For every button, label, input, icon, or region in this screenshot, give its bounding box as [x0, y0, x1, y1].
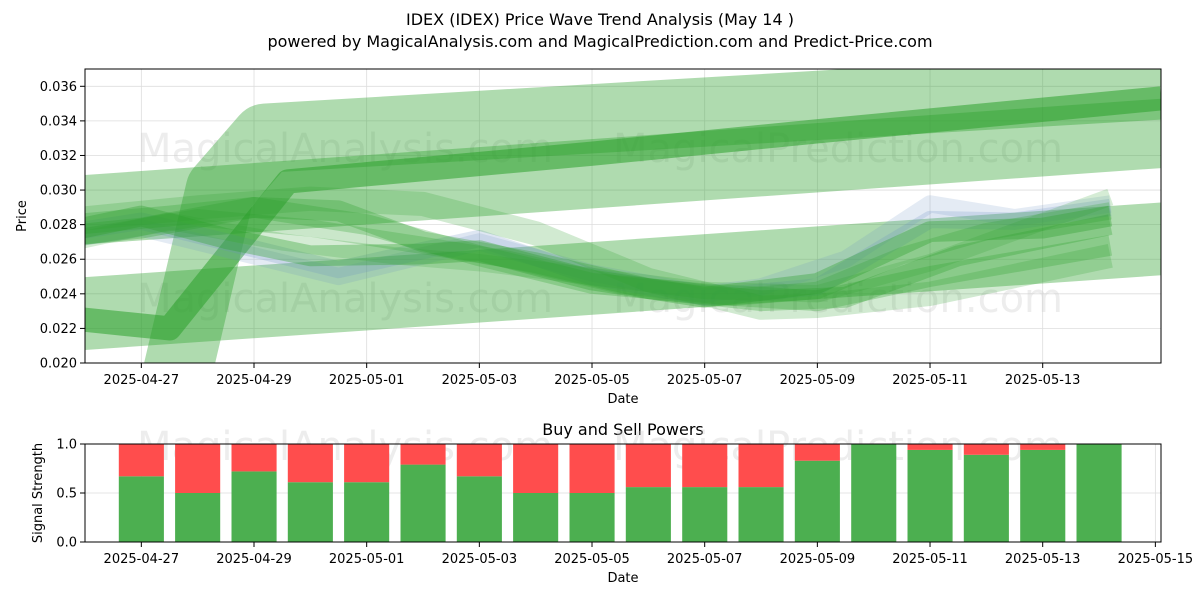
price-band-wave-green-3: [85, 197, 1113, 312]
sell-bar: [175, 444, 221, 493]
sell-bar: [513, 444, 559, 493]
buy-bar: [682, 487, 728, 542]
buy-bar: [569, 493, 615, 542]
price-x-tick-label: 2025-05-05: [554, 373, 630, 388]
price-x-tick-label: 2025-05-13: [1005, 373, 1081, 388]
price-band-wave-blue-2: [85, 195, 1112, 303]
sell-bar: [400, 444, 446, 465]
signal-x-tick-label: 2025-05-11: [892, 552, 968, 567]
price-x-tick-label: 2025-05-03: [442, 373, 518, 388]
signal-y-tick-label: 0.5: [56, 487, 77, 502]
sell-bar: [738, 444, 784, 488]
price-band-wave-green-1: [85, 205, 1113, 308]
buy-bar: [1076, 444, 1122, 542]
price-y-tick-label: 0.022: [40, 322, 77, 337]
buy-bar: [851, 444, 897, 542]
price-band-wide-lower-channel: [85, 202, 1161, 350]
sell-bar: [569, 444, 615, 493]
signal-x-ticks: 2025-04-27 2025-04-29 2025-05-01 2025-05-03…: [104, 542, 1194, 567]
price-x-tick-label: 2025-05-09: [780, 373, 856, 388]
signal-x-tick-label: 2025-05-01: [329, 552, 405, 567]
sell-bar: [118, 444, 164, 477]
price-band-wave-green-2: [85, 197, 1113, 312]
buy-bar: [1020, 449, 1066, 542]
signal-x-tick-label: 2025-05-13: [1005, 552, 1081, 567]
price-y-ticks: 0.020 0.022 0.024 0.026 0.028 0.030 0.032 0.034…: [40, 80, 85, 372]
signal-x-tick-label: 2025-05-03: [442, 552, 518, 567]
price-x-tick-label: 2025-05-07: [667, 373, 743, 388]
buy-bar: [625, 487, 671, 542]
signal-y-ticks: 0.0 0.5 1.0: [56, 438, 85, 551]
price-band-wave-green-5: [85, 202, 1112, 306]
sell-bar: [1020, 444, 1066, 450]
price-y-tick-label: 0.034: [40, 114, 77, 129]
buy-bar: [231, 471, 277, 542]
sell-bar: [287, 444, 333, 483]
signal-y-tick-label: 1.0: [56, 438, 77, 453]
price-band-wave-blue-1: [85, 198, 1112, 306]
sell-bar: [963, 444, 1009, 455]
price-y-tick-label: 0.020: [40, 357, 77, 372]
signal-bars-layer: [118, 444, 1122, 542]
buy-bar: [794, 460, 840, 542]
price-band-step-channel: [85, 86, 1161, 341]
signal-x-tick-label: 2025-04-29: [216, 552, 292, 567]
sell-bar: [456, 444, 502, 477]
buy-bar: [907, 449, 953, 542]
signal-y-tick-label: 0.0: [56, 536, 77, 551]
buy-bar: [344, 482, 390, 542]
price-x-tick-label: 2025-04-29: [216, 373, 292, 388]
price-y-tick-label: 0.024: [40, 287, 77, 302]
sell-bar: [625, 444, 671, 488]
price-x-axis-label: Date: [607, 392, 638, 407]
sell-bar: [907, 444, 953, 450]
signal-x-axis-label: Date: [607, 571, 638, 586]
price-band-wide-upper-channel: [85, 98, 1161, 245]
price-x-tick-label: 2025-04-27: [104, 373, 180, 388]
price-panel: MagicalAnalysis.com MagicalPrediction.co…: [15, 68, 1162, 407]
figure-title: IDEX (IDEX) Price Wave Trend Analysis (M…: [406, 10, 794, 29]
price-band-step-channel-wide: [144, 69, 1161, 363]
watermark-text: MagicalPrediction.com: [613, 276, 1063, 322]
buy-bar: [175, 493, 221, 542]
signal-x-tick-label: 2025-04-27: [104, 552, 180, 567]
signal-x-tick-label: 2025-05-15: [1118, 552, 1194, 567]
price-band-wave-green-4: [85, 186, 1113, 320]
signal-panel-title: Buy and Sell Powers: [542, 420, 704, 439]
sell-bar: [231, 444, 277, 472]
price-y-tick-label: 0.030: [40, 184, 77, 199]
signal-y-axis-label: Signal Strength: [31, 443, 46, 543]
price-x-tick-label: 2025-05-11: [892, 373, 968, 388]
signal-panel: Buy and Sell Powers MagicalAnalysis.com …: [31, 420, 1193, 586]
price-x-tick-label: 2025-05-01: [329, 373, 405, 388]
buy-bar: [456, 476, 502, 542]
price-y-axis-label: Price: [15, 200, 30, 232]
price-y-tick-label: 0.036: [40, 80, 77, 95]
price-y-tick-label: 0.032: [40, 149, 77, 164]
price-axes-frame: [84, 68, 1162, 364]
buy-bar: [963, 454, 1009, 542]
price-band-wave-green-6: [85, 188, 1114, 303]
sell-bar: [794, 444, 840, 461]
price-y-tick-label: 0.026: [40, 253, 77, 268]
signal-x-tick-label: 2025-05-09: [780, 552, 856, 567]
sell-bar: [344, 444, 390, 483]
price-series-layer: [85, 69, 1161, 363]
buy-bar: [738, 487, 784, 542]
figure-subtitle: powered by MagicalAnalysis.com and Magic…: [267, 32, 932, 51]
sell-bar: [682, 444, 728, 488]
signal-x-tick-label: 2025-05-07: [667, 552, 743, 567]
price-x-ticks: 2025-04-27 2025-04-29 2025-05-01 2025-05-03…: [104, 363, 1081, 388]
signal-x-tick-label: 2025-05-05: [554, 552, 630, 567]
buy-bar: [287, 482, 333, 542]
buy-bar: [513, 493, 559, 542]
price-y-tick-label: 0.028: [40, 218, 77, 233]
buy-bar: [400, 464, 446, 542]
buy-bar: [118, 476, 164, 542]
